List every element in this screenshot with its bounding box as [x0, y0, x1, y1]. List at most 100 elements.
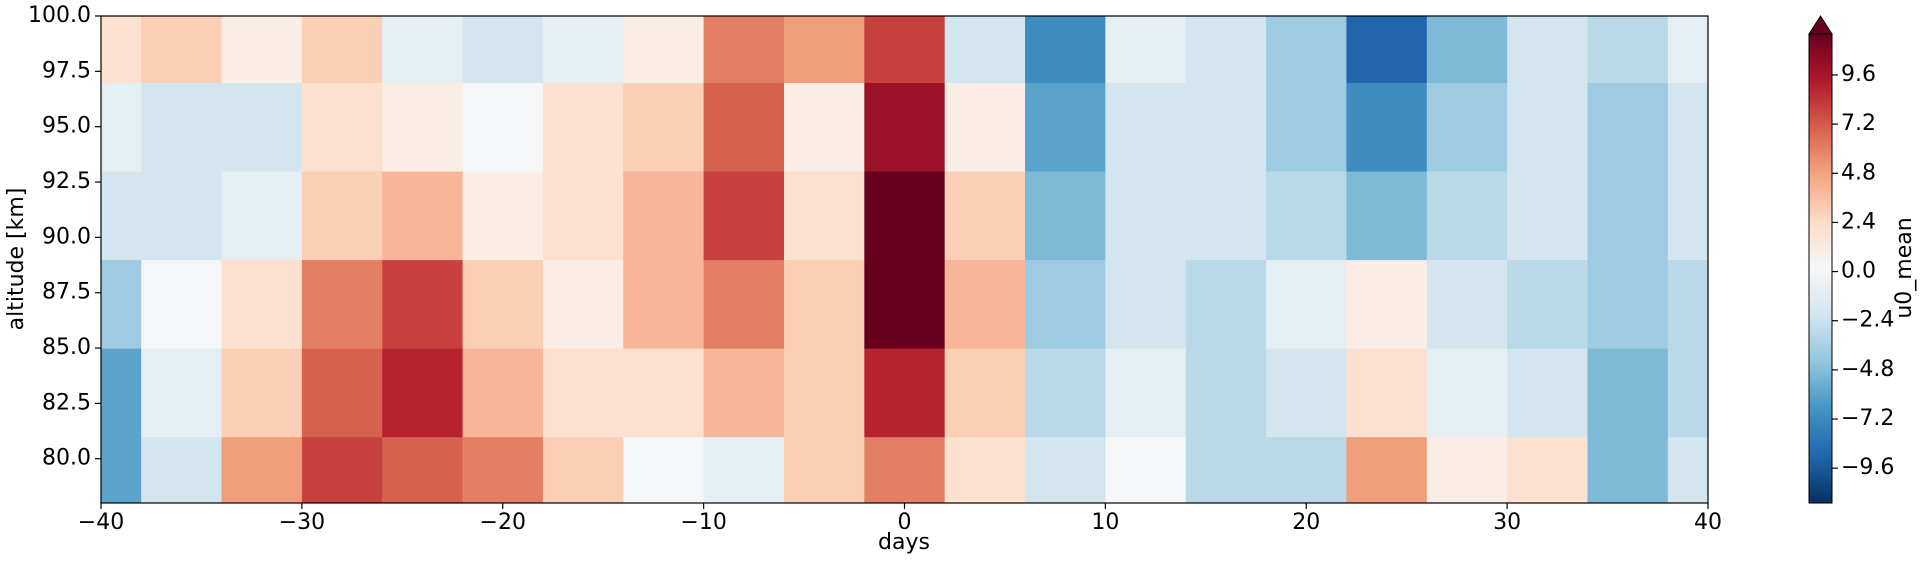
heatmap-cell	[703, 16, 785, 84]
heatmap-cell	[542, 16, 624, 84]
y-tick-label: 95.0	[42, 114, 91, 139]
heatmap-cell	[1587, 170, 1669, 261]
heatmap-cell	[1507, 348, 1589, 438]
heatmap-cell	[864, 82, 946, 172]
heatmap-cell	[703, 170, 785, 261]
heatmap-cell	[1185, 259, 1267, 349]
colorbar-tick-label: 4.8	[1841, 160, 1876, 185]
heatmap-cell	[1587, 436, 1669, 503]
heatmap-cell	[301, 170, 383, 261]
heatmap-cell	[623, 82, 705, 172]
heatmap-cell	[864, 16, 946, 84]
heatmap-cell	[783, 170, 865, 261]
x-tick-label: −10	[680, 510, 726, 535]
heatmap-cell	[382, 16, 464, 84]
heatmap-cell	[1185, 16, 1267, 84]
x-axis-label: days	[878, 530, 930, 555]
heatmap-cell	[1667, 170, 1708, 261]
heatmap-cell	[1426, 436, 1508, 503]
y-tick-label: 85.0	[42, 335, 91, 360]
heatmap-cell	[623, 170, 705, 261]
heatmap-cell	[944, 170, 1026, 261]
y-tick-label: 92.5	[42, 169, 91, 194]
y-axis-label: altitude [km]	[4, 188, 29, 331]
heatmap-cell	[1667, 348, 1708, 438]
colorbar-tick-label: −2.4	[1841, 308, 1894, 333]
colorbar	[1808, 33, 1833, 504]
heatmap-cell	[382, 436, 464, 503]
heatmap-cell	[462, 436, 544, 503]
colorbar-extend	[1808, 15, 1833, 35]
heatmap-cell	[1346, 259, 1428, 349]
x-tick-label: 30	[1493, 510, 1521, 535]
heatmap-cell	[1587, 259, 1669, 349]
heatmap-cell	[1025, 170, 1106, 261]
colorbar-tick-label: 2.4	[1841, 209, 1876, 234]
heatmap-cell	[1025, 436, 1106, 503]
heatmap-cell	[1426, 259, 1508, 349]
heatmap-cell	[1185, 348, 1267, 438]
x-tick-label: 0	[898, 510, 912, 535]
heatmap-cell	[101, 436, 142, 503]
heatmap-cell	[221, 436, 303, 503]
heatmap-cell	[542, 436, 624, 503]
heatmap-cell	[1426, 348, 1508, 438]
heatmap-cell	[623, 16, 705, 84]
heatmap-cell	[1025, 348, 1106, 438]
heatmap-cell	[1587, 348, 1669, 438]
heatmap-cell	[1266, 16, 1348, 84]
heatmap-cell	[1105, 259, 1187, 349]
heatmap-cell	[542, 348, 624, 438]
heatmap-cell	[221, 16, 303, 84]
x-tick-label: 40	[1694, 510, 1722, 535]
heatmap-cell	[221, 82, 303, 172]
y-tick-label: 100.0	[28, 3, 91, 28]
colorbar-tick-label: −4.8	[1841, 357, 1894, 382]
heatmap-cell	[703, 348, 785, 438]
colorbar-tick-label: 7.2	[1841, 111, 1876, 136]
heatmap-cell	[783, 259, 865, 349]
heatmap-cell	[1105, 16, 1187, 84]
heatmap-cell	[783, 348, 865, 438]
heatmap-cell	[1105, 170, 1187, 261]
colorbar-tick-label: 9.6	[1841, 62, 1876, 87]
heatmap-cell	[1507, 82, 1589, 172]
heatmap-cell	[542, 170, 624, 261]
heatmap-cell	[1426, 16, 1508, 84]
heatmap-cell	[1105, 436, 1187, 503]
heatmap-cell	[703, 259, 785, 349]
heatmap-cell	[1346, 348, 1428, 438]
heatmap-cell	[864, 170, 946, 261]
heatmap-cell	[1667, 436, 1708, 503]
heatmap-cell	[944, 82, 1026, 172]
heatmap-cell	[783, 82, 865, 172]
heatmap-cell	[1266, 436, 1348, 503]
heatmap-cell	[1266, 82, 1348, 172]
heatmap-cell	[864, 436, 946, 503]
heatmap-cell	[944, 436, 1026, 503]
heatmap-cell	[1667, 16, 1708, 84]
heatmap-cell	[301, 82, 383, 172]
heatmap-cell	[141, 170, 223, 261]
heatmap-cell	[382, 170, 464, 261]
heatmap-cell	[703, 436, 785, 503]
x-tick-label: −40	[78, 510, 124, 535]
heatmap-cell	[462, 16, 544, 84]
heatmap-cell	[783, 16, 865, 84]
heatmap-cell	[101, 259, 142, 349]
y-tick-label: 97.5	[42, 58, 91, 83]
heatmap-cell	[864, 259, 946, 349]
heatmap-cell	[462, 259, 544, 349]
heatmap-cell	[301, 436, 383, 503]
heatmap-cell	[1185, 436, 1267, 503]
heatmap-cell	[1346, 82, 1428, 172]
heatmap-cell	[101, 170, 142, 261]
heatmap-cell	[1507, 259, 1589, 349]
heatmap-cell	[944, 16, 1026, 84]
heatmap-cell	[101, 82, 142, 172]
heatmap-cell	[623, 348, 705, 438]
heatmap-cell	[382, 82, 464, 172]
heatmap-cell	[1025, 259, 1106, 349]
heatmap-cell	[382, 259, 464, 349]
